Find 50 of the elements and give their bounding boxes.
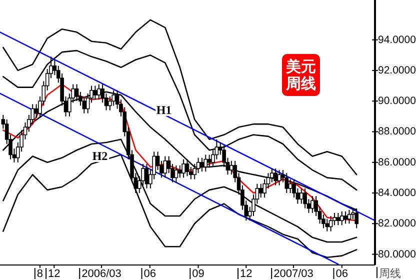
- annotation: H2: [92, 149, 108, 163]
- candlestick: [288, 178, 292, 194]
- candlestick: [174, 164, 178, 183]
- y-tick-label: 80.0000: [378, 248, 416, 260]
- x-tick-label: 2007/03: [274, 268, 314, 280]
- candlestick: [178, 164, 182, 178]
- x-tick-label: 2006/03: [82, 268, 122, 280]
- candlestick: [82, 96, 86, 114]
- candlestick: [328, 215, 333, 232]
- y-tick-label: 86.0000: [378, 156, 416, 168]
- candlestick: [325, 218, 330, 232]
- candlestick: [185, 158, 190, 177]
- x-tick-label: 12: [240, 268, 252, 280]
- candlestick: [284, 172, 289, 194]
- y-tick-label: 82.0000: [378, 218, 416, 230]
- y-tick-label: 94.0000: [378, 34, 416, 46]
- x-tick-label: 06: [336, 268, 348, 280]
- candlestick: [200, 157, 204, 172]
- y-tick-label: 92.0000: [378, 64, 416, 76]
- line-series: [2, 50, 358, 191]
- x-tick-label: 12: [48, 268, 60, 280]
- x-tick-label: 06: [144, 268, 156, 280]
- candlestick: [96, 84, 101, 100]
- candlestick: [230, 160, 234, 176]
- y-tick-label: 88.0000: [378, 126, 416, 138]
- candlestick: [340, 210, 344, 226]
- candlestick: [274, 168, 278, 186]
- annotation: H1: [156, 103, 172, 117]
- candlestick: [204, 154, 208, 172]
- candlestick: [207, 154, 212, 168]
- line-series: [2, 154, 358, 258]
- candlestick: [163, 156, 168, 178]
- candlestick: [258, 183, 263, 198]
- candlestick: [344, 210, 348, 224]
- text: 周线: [379, 268, 401, 280]
- y-tick-label: 90.0000: [378, 95, 416, 108]
- candlestick: [347, 209, 352, 224]
- candlestick: [336, 212, 340, 226]
- line-series: [2, 19, 358, 176]
- candlestick: [93, 85, 98, 100]
- candlestick: [144, 163, 149, 189]
- candlestick: [299, 188, 304, 204]
- candlestick: [277, 170, 282, 186]
- x-axis-title: 周线: [285, 76, 316, 92]
- y-tick-label: 84.0000: [378, 187, 416, 200]
- x-tick-label: 09: [192, 268, 204, 280]
- x-tick-label: 8: [36, 268, 44, 280]
- candlestick: [34, 104, 38, 118]
- candlestick: [182, 158, 186, 178]
- text: 美元: [286, 58, 316, 76]
